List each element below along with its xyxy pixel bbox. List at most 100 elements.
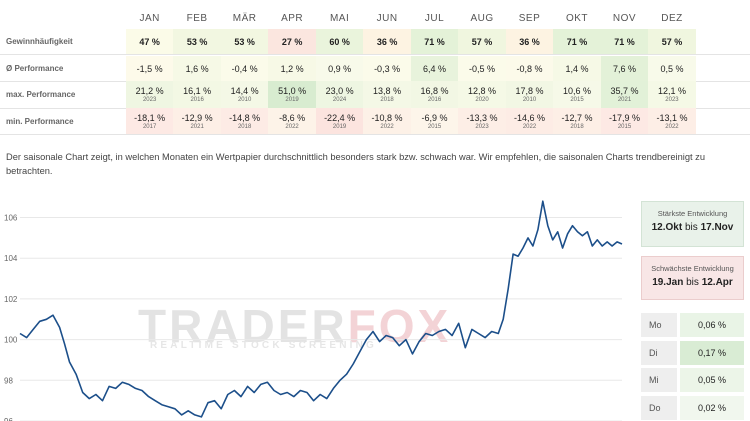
cell-value: -0,8 % <box>516 63 543 74</box>
table-cell: -22,4 % 2019 <box>315 108 364 134</box>
cell-value: -22,4 % <box>324 112 356 123</box>
row-label: max. Performance <box>6 90 76 99</box>
weekday-value: 0,02 % <box>680 395 744 420</box>
series-line <box>19 200 623 418</box>
cell-year: 2016 <box>190 97 204 103</box>
table-cell: 71 % <box>553 29 601 54</box>
cell-value: -12,9 % <box>181 112 213 123</box>
table-cell: -8,6 % 2022 <box>268 108 316 134</box>
table-cell: -12,7 % 2018 <box>553 108 601 134</box>
cell-year: 2021 <box>617 97 632 103</box>
table-header-row: JAN FEB MÄR APR MAI JUN JUL AUG SEP OKT NOV DEZ <box>0 7 750 29</box>
cell-year: 2020 <box>475 97 489 103</box>
table-cell: 16,1 % 2016 <box>173 81 221 108</box>
cell-value: 57 % <box>661 36 683 47</box>
month-headers: JAN FEB MÄR APR MAI JUN JUL AUG SEP OKT NOV DEZ <box>126 7 741 29</box>
month-header-6: JUL <box>424 12 445 24</box>
cell-year: 2015 <box>427 123 442 130</box>
watermark-brand-a: TRADER <box>138 300 348 352</box>
cell-value: -0,4 % <box>231 63 258 74</box>
chart-description: Der saisonale Chart zeigt, in welchen Mo… <box>6 152 705 176</box>
cell-value: -0,5 % <box>469 63 496 74</box>
table-cell: -12,9 % 2021 <box>173 108 221 134</box>
table-cell: 57 % <box>648 29 696 54</box>
worst-period-range: 19.Jan bis 12.Apr <box>642 277 743 288</box>
cell-value: 53 % <box>234 36 255 47</box>
cell-value: -14,8 % <box>229 112 261 123</box>
seasonal-chart: TRADERFOX REALTIME STOCK SCREENING 96 98 1… <box>0 187 632 421</box>
cell-year: 2018 <box>380 97 394 103</box>
cell-value: 1,6 % <box>185 63 209 74</box>
weekday-label: Di <box>641 340 677 365</box>
cell-value: 12,8 % <box>468 86 497 96</box>
cell-value: 10,6 % <box>562 86 592 96</box>
y-tick-label: 104 <box>4 254 18 263</box>
row-cells: -18,1 % 2017 -12,9 % 2021 -14,8 % 2018 -8,6 % 2… <box>126 108 741 134</box>
worst-period-box: Schwächste Entwicklung 19.Jan bis 12.Apr <box>641 256 744 300</box>
table-row: Ø Performance -1,5 % 1,6 % -0,4 % 1,2 % 0,9 %… <box>0 56 750 81</box>
month-header-1: FEB <box>186 12 208 24</box>
cell-year: 2018 <box>237 123 252 130</box>
cell-year: 2019 <box>332 123 347 130</box>
cell-year: 2018 <box>570 123 584 130</box>
cell-year: 2022 <box>665 123 679 130</box>
table-cell: 36 % <box>363 29 411 54</box>
best-period-to: 17.Nov <box>700 222 734 233</box>
cell-value: 1,4 % <box>565 63 589 74</box>
cell-year: 2016 <box>427 97 442 103</box>
table-cell: 21,2 % 2023 <box>126 81 174 108</box>
cell-value: 60 % <box>329 36 350 47</box>
cell-value: 7,6 % <box>612 63 636 74</box>
table-cell: 17,8 % 2010 <box>505 81 554 108</box>
chart-plot-area: 96 98 100 102 104 106 <box>4 200 623 421</box>
cell-value: 1,2 % <box>280 63 304 74</box>
weekday-row: Mo 0,06 % <box>641 313 744 337</box>
cell-value: 27 % <box>281 36 303 47</box>
table-cell: 10,6 % 2015 <box>553 81 601 108</box>
table-row: max. Performance 21,2 % 2023 16,1 % 2016 14,4… <box>0 81 750 108</box>
month-header-5: JUN <box>376 12 398 24</box>
table-cell: -13,1 % 2022 <box>648 108 696 134</box>
weekday-row: Mi 0,05 % <box>641 368 744 392</box>
cell-year: 2023 <box>665 97 679 103</box>
weekday-value: 0,05 % <box>680 368 744 392</box>
month-header-0: JAN <box>139 12 160 24</box>
cell-year: 2015 <box>617 123 632 130</box>
cell-value: 12,1 % <box>657 86 686 96</box>
cell-value: -18,1 % <box>134 112 166 123</box>
table-cell: 0,5 % <box>648 56 696 81</box>
y-tick-label: 100 <box>4 336 18 345</box>
row-divider <box>0 134 750 135</box>
table-cell: -13,3 % 2023 <box>458 108 506 134</box>
month-header-8: SEP <box>518 12 541 24</box>
table-cell: -0,8 % <box>505 56 554 81</box>
best-period-range: 12.Okt bis 17.Nov <box>642 222 743 233</box>
table-cell: -18,1 % 2017 <box>126 108 174 134</box>
table-cell: 51,0 % 2019 <box>268 81 316 108</box>
table-cell: -0,5 % <box>458 56 506 81</box>
cell-value: 71 % <box>424 36 445 47</box>
watermark-logo: TRADERFOX <box>138 299 451 353</box>
weekday-label: Mo <box>641 313 677 337</box>
month-header-9: OKT <box>565 12 589 24</box>
table-cell: 1,6 % <box>173 56 221 81</box>
cell-year: 2021 <box>190 123 204 130</box>
cell-value: 17,8 % <box>515 86 544 96</box>
table-cell: 60 % <box>315 29 364 54</box>
table-cell: 16,8 % 2016 <box>410 81 459 108</box>
table-cell: 53 % <box>220 29 269 54</box>
weekday-value: 0,17 % <box>680 340 744 365</box>
table-cell: 71 % <box>410 29 459 54</box>
cell-value: 35,7 % <box>610 86 639 96</box>
cell-value: -12,7 % <box>561 112 593 123</box>
cell-value: -8,6 % <box>279 112 306 123</box>
table-cell: 13,8 % 2018 <box>363 81 411 108</box>
table-cell: 12,1 % 2023 <box>648 81 696 108</box>
cell-value: -0,3 % <box>374 63 401 74</box>
row-label: Ø Performance <box>6 64 64 73</box>
cell-year: 2010 <box>237 97 252 103</box>
table-cell: -10,8 % 2022 <box>363 108 411 134</box>
table-row: min. Performance -18,1 % 2017 -12,9 % 2021 -1… <box>0 108 750 134</box>
cell-value: 14,4 % <box>230 86 259 96</box>
table-cell: 27 % <box>268 29 316 54</box>
